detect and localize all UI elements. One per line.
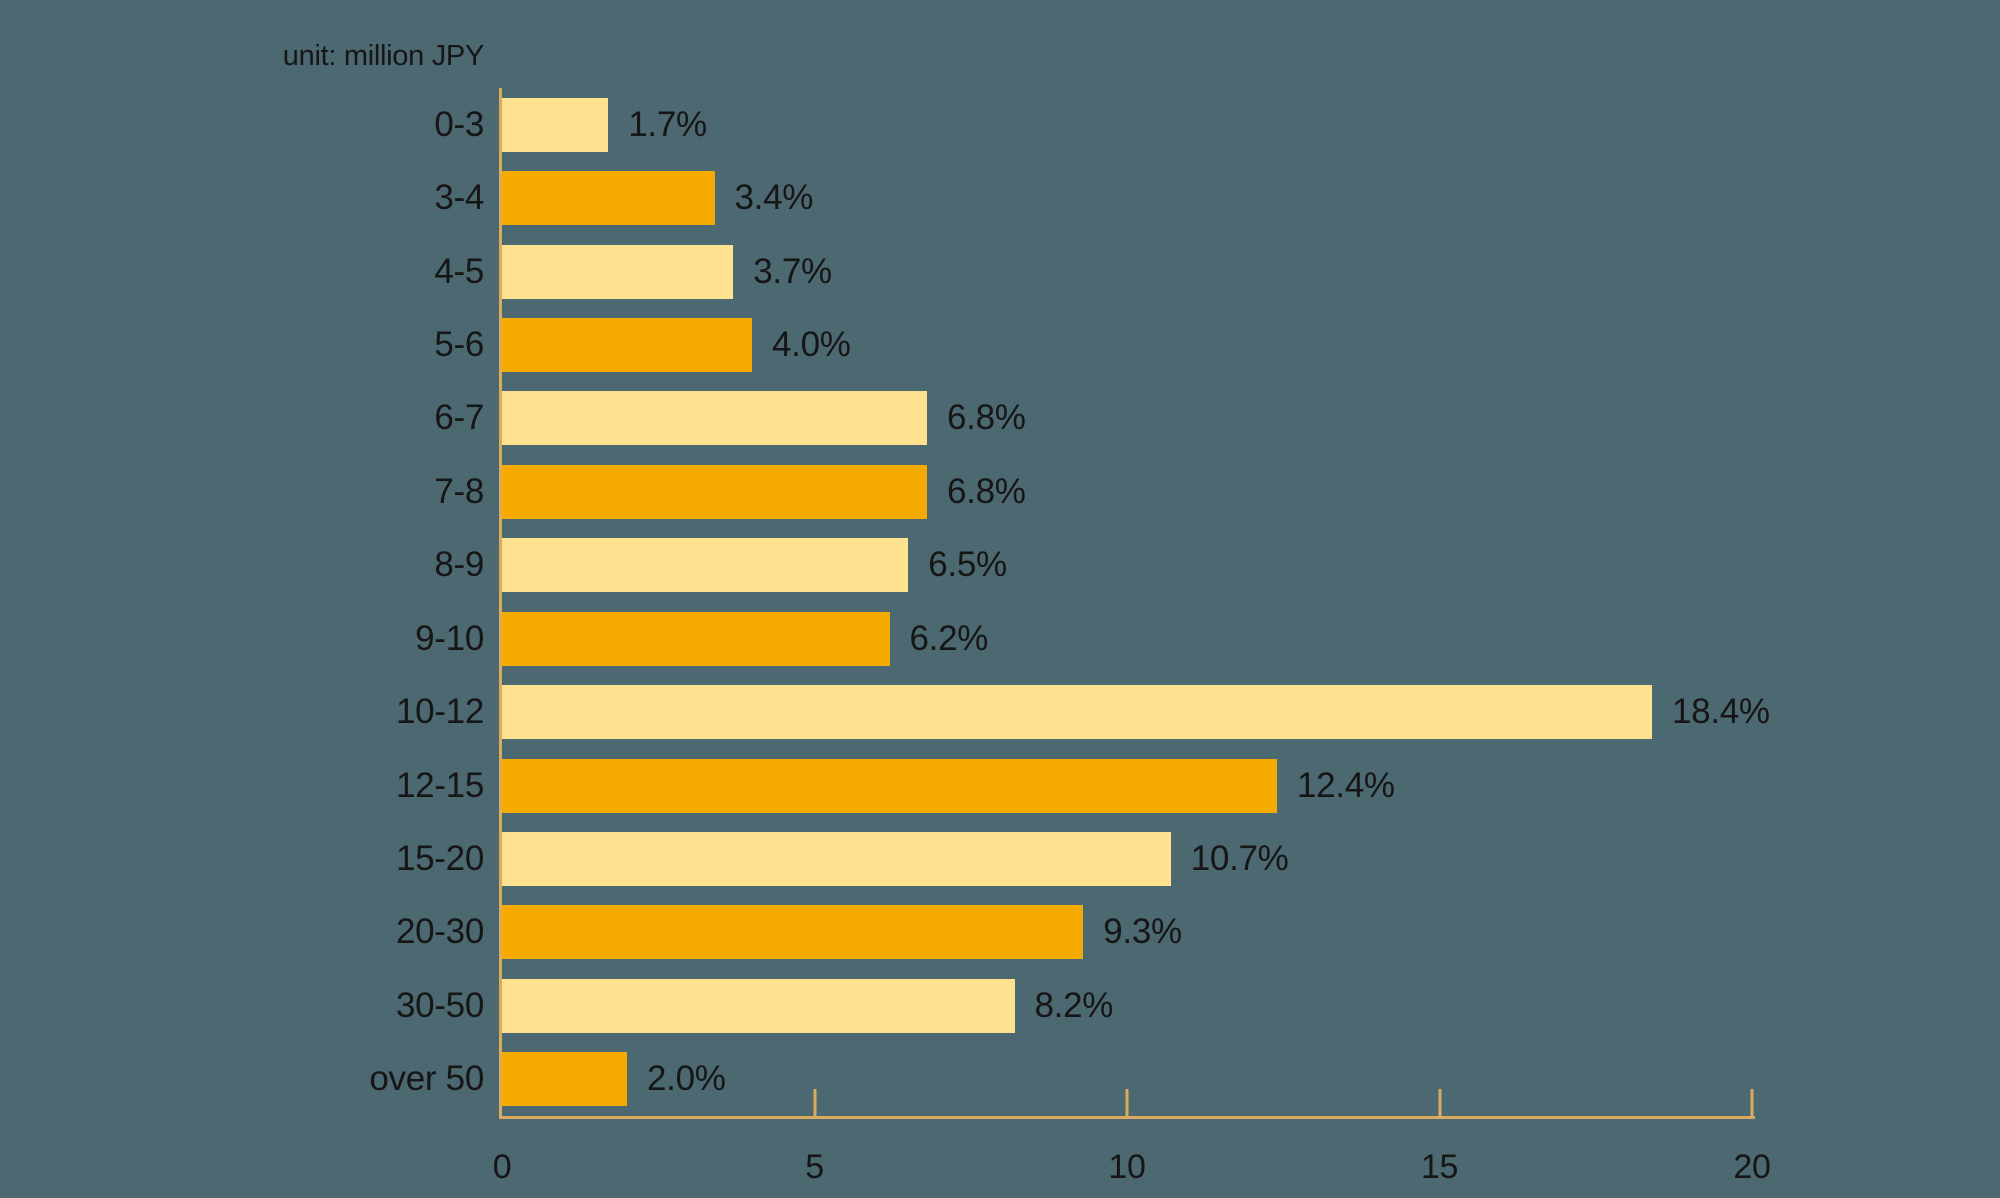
bar xyxy=(502,317,752,372)
bar xyxy=(502,391,927,446)
bar xyxy=(502,464,927,519)
x-axis-tick xyxy=(1125,1089,1129,1116)
category-label: 12-15 xyxy=(395,765,484,805)
value-label: 3.4% xyxy=(734,178,814,218)
bar-row: 10-12 18.4% xyxy=(396,675,1770,748)
bar xyxy=(502,905,1084,960)
bar-row: 20-30 9.3% xyxy=(396,896,1752,969)
bar-row: 7-8 6.8% xyxy=(434,455,1752,528)
bar xyxy=(502,1052,627,1107)
x-axis-tick-label: 0 xyxy=(492,1148,512,1186)
value-label: 18.4% xyxy=(1672,692,1770,732)
bar xyxy=(502,244,734,299)
plot-area: 0 5 10 15 20 0-3 1.7% 3-4 3.4% 4-5 3.7% 5-6 4.0% 6-7… xyxy=(369,88,1771,1184)
x-axis-tick xyxy=(1438,1089,1441,1116)
value-label: 4.0% xyxy=(772,324,851,364)
value-label: 10.7% xyxy=(1190,838,1289,878)
bar-row: 6-7 6.8% xyxy=(434,382,1752,455)
x-axis-tick-label: 5 xyxy=(805,1148,824,1186)
category-label: 15-20 xyxy=(395,838,484,878)
x-axis-tick-label: 20 xyxy=(1733,1148,1771,1186)
bar xyxy=(502,611,890,666)
bar-row: 9-10 6.2% xyxy=(415,602,1752,675)
bar xyxy=(502,978,1015,1033)
bar-row: 15-20 10.7% xyxy=(396,822,1752,895)
category-label: 8-9 xyxy=(434,545,484,585)
bar-row: 5-6 4.0% xyxy=(434,308,1752,381)
category-label: 4-5 xyxy=(434,251,484,291)
chart-unit-label: unit: million JPY xyxy=(282,40,485,72)
category-label: 0-3 xyxy=(434,104,484,144)
bar xyxy=(502,758,1277,813)
x-axis-tick-label: 10 xyxy=(1108,1148,1146,1186)
value-label: 3.7% xyxy=(753,251,832,291)
bar-row: 12-15 12.4% xyxy=(396,749,1752,822)
value-label: 6.8% xyxy=(947,398,1026,438)
bar-row: 4-5 3.7% xyxy=(434,235,1752,308)
x-axis-tick-label: 15 xyxy=(1420,1148,1459,1186)
bar xyxy=(502,97,609,152)
bar xyxy=(502,685,1652,740)
bar-row: 8-9 6.5% xyxy=(434,529,1752,602)
category-label: 3-4 xyxy=(434,178,484,218)
bar-row: 3-4 3.4% xyxy=(434,161,1752,234)
y-axis-line xyxy=(499,88,502,1119)
value-label: 2.0% xyxy=(647,1059,726,1099)
bar xyxy=(502,171,715,226)
value-label: 9.3% xyxy=(1103,912,1182,952)
category-label: 5-6 xyxy=(434,324,484,364)
bar xyxy=(502,831,1171,886)
value-label: 6.8% xyxy=(947,471,1026,511)
bar-row: over 50 2.0% xyxy=(369,1043,1752,1116)
value-label: 6.2% xyxy=(909,618,989,658)
category-label: 10-12 xyxy=(395,692,484,732)
value-label: 1.7% xyxy=(628,104,707,144)
bar xyxy=(502,538,909,593)
value-label: 8.2% xyxy=(1034,985,1114,1025)
x-axis-tick xyxy=(813,1089,816,1116)
x-axis-line xyxy=(499,1116,1755,1119)
category-label: 9-10 xyxy=(415,618,484,658)
bar-row: 0-3 1.7% xyxy=(434,88,1752,161)
category-label: 20-30 xyxy=(395,912,484,952)
category-label: 6-7 xyxy=(434,398,484,438)
value-label: 6.5% xyxy=(928,545,1007,585)
category-label: 30-50 xyxy=(395,985,484,1025)
category-label: 7-8 xyxy=(434,471,484,511)
category-label: over 50 xyxy=(369,1059,484,1099)
value-label: 12.4% xyxy=(1297,765,1395,805)
x-axis-tick xyxy=(1750,1089,1754,1116)
bar-row: 30-50 8.2% xyxy=(396,969,1752,1042)
